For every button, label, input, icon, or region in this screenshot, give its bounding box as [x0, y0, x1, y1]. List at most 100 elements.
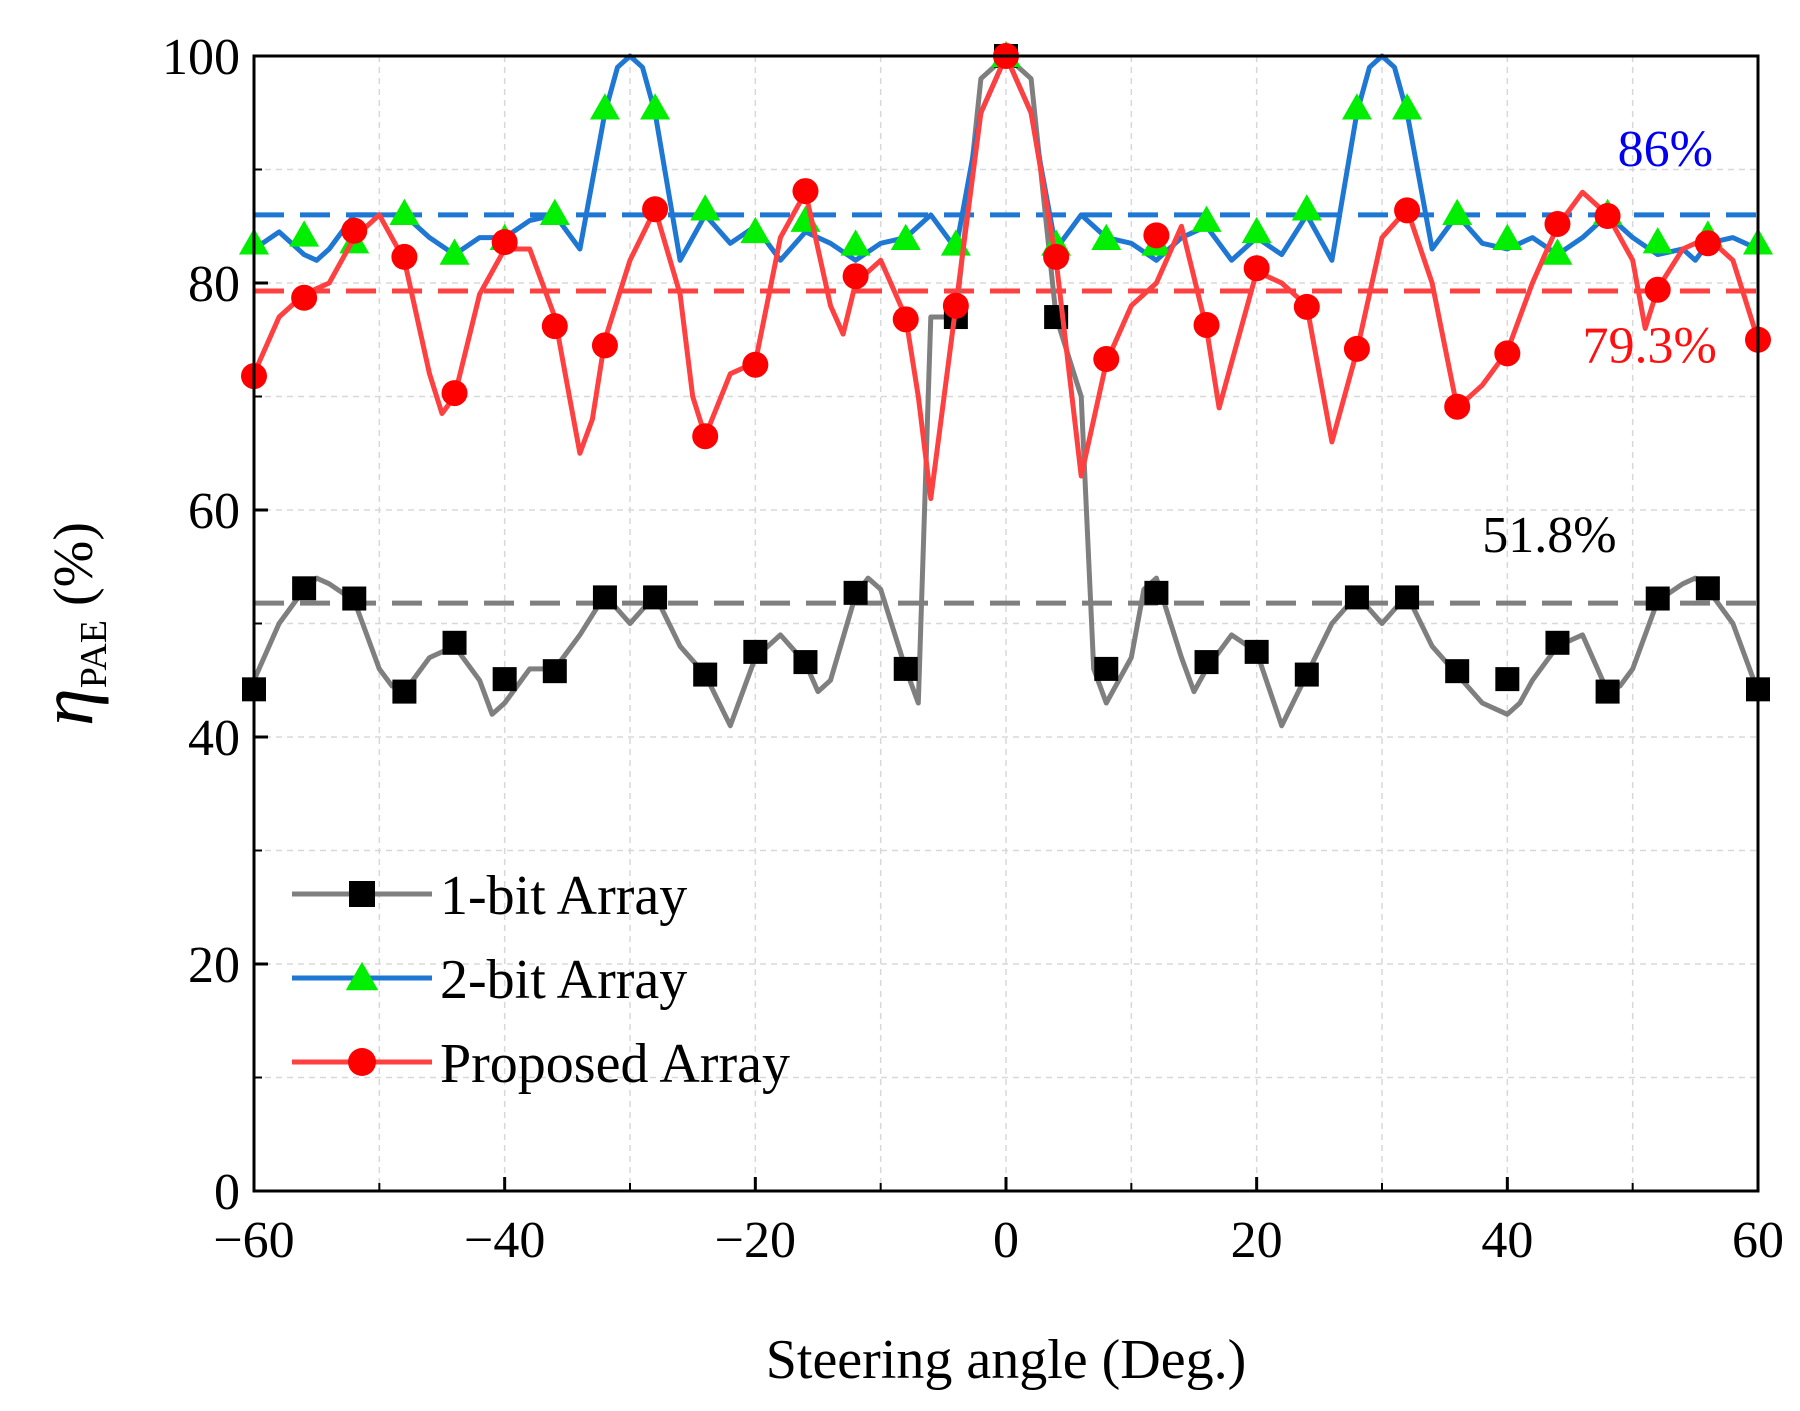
- y-tick-label: 80: [188, 256, 240, 313]
- x-tick-label: 40: [1481, 1212, 1533, 1269]
- series-0-point: [292, 576, 317, 601]
- series-0-point: [1695, 576, 1720, 601]
- series-2-point: [842, 263, 869, 290]
- series-0-point: [492, 667, 517, 692]
- x-tick-label: −60: [213, 1212, 294, 1269]
- series-2-point: [491, 229, 518, 256]
- series-2-point: [1143, 222, 1170, 249]
- series-0-point: [1244, 639, 1269, 664]
- series-1-point: [740, 216, 771, 244]
- series-0-point: [342, 586, 367, 611]
- series-0-point: [1094, 656, 1119, 681]
- series-2-point: [1093, 346, 1120, 373]
- y-tick-label: 0: [214, 1164, 240, 1221]
- series-0-point: [1595, 679, 1620, 704]
- legend-marker: [349, 881, 375, 907]
- reference-label-0: 51.8%: [1482, 507, 1616, 564]
- series-0-point: [592, 585, 617, 610]
- x-tick-label: −20: [715, 1212, 796, 1269]
- series-1-point: [1191, 205, 1222, 232]
- series-2-point: [1594, 203, 1621, 230]
- series-2-point: [1343, 335, 1370, 362]
- x-tick-label: 0: [993, 1212, 1019, 1269]
- legend: 1-bit Array 2-bit Array Proposed Array: [292, 865, 790, 1095]
- reference-label-2: 79.3%: [1583, 317, 1717, 374]
- series-2-point: [391, 243, 418, 270]
- series-2-point: [942, 292, 969, 319]
- series-0-point: [1144, 580, 1169, 605]
- legend-label: 2-bit Array: [440, 949, 687, 1011]
- series-2-point: [541, 313, 568, 340]
- series-1-point: [439, 238, 470, 265]
- series-0-point: [793, 650, 818, 675]
- series-1-point: [1341, 93, 1372, 120]
- x-tick-label: 20: [1231, 1212, 1283, 1269]
- reference-annotations: 51.8% 86% 79.3%: [1482, 121, 1717, 564]
- series-2-point: [1394, 197, 1421, 224]
- series-0-point: [1344, 585, 1369, 610]
- series-line-2: [251, 53, 1761, 502]
- x-axis-title: Steering angle (Deg.): [766, 1329, 1246, 1391]
- series-0-point: [1495, 667, 1520, 692]
- series-0-point: [1645, 586, 1670, 611]
- series-0-point: [743, 639, 768, 664]
- series-1-point: [890, 223, 921, 250]
- series-2-point: [1544, 210, 1571, 237]
- series-1-point: [1291, 194, 1322, 221]
- series-1-point: [539, 198, 570, 226]
- series-2-point: [1494, 340, 1521, 367]
- series-2-point: [692, 423, 719, 450]
- series-0-point: [1194, 650, 1219, 675]
- series-2-point: [642, 196, 669, 223]
- legend-item-2: Proposed Array: [292, 1033, 790, 1095]
- series-1-point: [1492, 223, 1523, 250]
- reference-label-1: 86%: [1618, 121, 1713, 178]
- series-2-point: [591, 332, 618, 359]
- series-2-point: [1293, 293, 1320, 320]
- legend-marker: [345, 961, 379, 991]
- series-0-point: [843, 580, 868, 605]
- series-2-point: [792, 178, 819, 205]
- series-2: [241, 43, 1771, 502]
- series-0-point: [1395, 585, 1420, 610]
- series-1-point: [1542, 238, 1573, 265]
- series-2-point: [1644, 276, 1671, 303]
- y-axis-title: ηPAE (%): [25, 522, 115, 726]
- series-1-point: [840, 229, 871, 256]
- series-2-point: [892, 306, 919, 333]
- y-axis-unit: (%): [43, 522, 105, 620]
- series-2-point: [1043, 243, 1070, 270]
- series-1-point: [1241, 216, 1272, 244]
- series-0-point: [442, 630, 467, 655]
- series-2-point: [1444, 393, 1471, 420]
- y-tick-label: 20: [188, 937, 240, 994]
- legend-item-1: 2-bit Array: [292, 949, 687, 1011]
- series-0-point: [893, 656, 918, 681]
- series-2-point: [1193, 311, 1220, 338]
- series-2-point: [742, 351, 769, 378]
- series-2-point: [1694, 230, 1721, 257]
- legend-label: Proposed Array: [440, 1033, 790, 1095]
- legend-item-0: 1-bit Array: [292, 865, 687, 927]
- series-1-point: [1091, 223, 1122, 250]
- series-0-point: [693, 662, 718, 687]
- series-1-point: [640, 93, 671, 120]
- series-2-point: [1243, 255, 1270, 282]
- y-axis-symbol: η: [25, 688, 109, 726]
- y-tick-label: 60: [188, 483, 240, 540]
- series-2-point: [341, 217, 368, 244]
- series-1-point: [690, 194, 721, 221]
- series-0-point: [542, 659, 567, 684]
- series-1-point: [1642, 227, 1673, 254]
- series-2-point: [291, 284, 318, 311]
- y-axis-subscript: PAE: [73, 620, 115, 688]
- series-2-point: [441, 380, 468, 407]
- series-0-point: [643, 585, 668, 610]
- series-0-point: [1294, 662, 1319, 687]
- legend-label: 1-bit Array: [440, 865, 687, 927]
- legend-marker: [348, 1048, 376, 1076]
- reference-lines: [254, 212, 1758, 606]
- y-tick-label: 100: [162, 29, 240, 86]
